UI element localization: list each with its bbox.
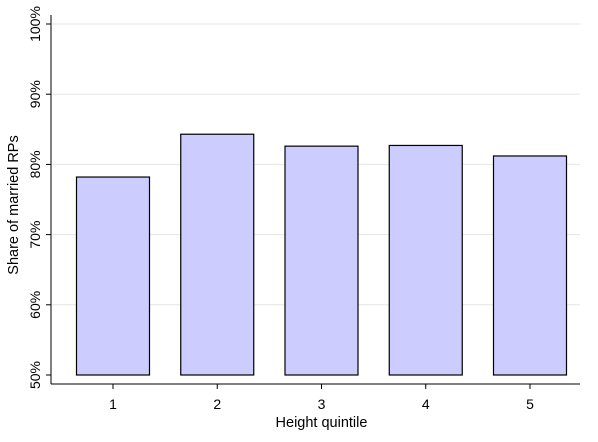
bars — [75, 133, 568, 376]
y-tick-label: 50% — [27, 361, 43, 389]
y-tick-label: 80% — [27, 150, 43, 178]
y-axis-title: Share of married RPs — [6, 135, 22, 274]
y-tick-label: 90% — [27, 80, 43, 108]
x-tick-label: 4 — [422, 396, 430, 412]
bar-1 — [75, 176, 151, 376]
x-tick-label: 5 — [526, 396, 534, 412]
x-axis-ticks: 1 2 3 4 5 — [109, 384, 534, 412]
y-tick-label: 100% — [27, 6, 43, 42]
x-tick-label: 2 — [213, 396, 221, 412]
y-axis-ticks: 50% 60% 70% 80% 90% 100% — [27, 6, 51, 389]
bar-4 — [388, 144, 463, 376]
x-tick-label: 3 — [318, 396, 326, 412]
bar-5 — [492, 155, 568, 376]
bar-2 — [180, 133, 255, 376]
y-tick-label: 60% — [27, 291, 43, 319]
bar-3 — [284, 145, 359, 376]
x-tick-label: 1 — [109, 396, 117, 412]
x-axis-title: Height quintile — [276, 415, 368, 431]
y-tick-label: 70% — [27, 221, 43, 249]
